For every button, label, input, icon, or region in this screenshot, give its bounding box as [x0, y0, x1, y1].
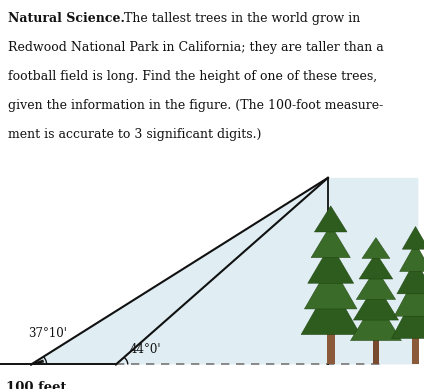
Text: Redwood National Park in California; they are taller than a: Redwood National Park in California; the… [8, 41, 384, 54]
Polygon shape [304, 263, 357, 309]
Text: 44°0': 44°0' [130, 343, 162, 356]
Polygon shape [362, 238, 390, 258]
Bar [413, 312, 418, 364]
Polygon shape [397, 260, 424, 294]
Text: 100 feet: 100 feet [6, 381, 66, 389]
Polygon shape [353, 284, 399, 320]
Polygon shape [391, 293, 424, 338]
Text: Natural Science.: Natural Science. [8, 12, 126, 25]
Text: 37°10': 37°10' [28, 327, 67, 340]
Polygon shape [301, 282, 360, 335]
Text: The tallest trees in the world grow in: The tallest trees in the world grow in [120, 12, 361, 25]
Polygon shape [399, 243, 424, 272]
Bar [373, 317, 379, 364]
Polygon shape [308, 244, 354, 283]
Polygon shape [356, 268, 396, 300]
Polygon shape [311, 225, 350, 258]
Text: ment is accurate to 3 significant digits.): ment is accurate to 3 significant digits… [8, 128, 262, 140]
Polygon shape [402, 226, 424, 249]
Polygon shape [394, 277, 424, 316]
Polygon shape [314, 206, 347, 232]
Polygon shape [31, 178, 418, 364]
Polygon shape [359, 253, 393, 279]
Bar [327, 305, 335, 364]
Text: given the information in the figure. (The 100-foot measure-: given the information in the figure. (Th… [8, 99, 384, 112]
Text: football field is long. Find the height of one of these trees,: football field is long. Find the height … [8, 70, 378, 83]
Polygon shape [351, 299, 402, 341]
